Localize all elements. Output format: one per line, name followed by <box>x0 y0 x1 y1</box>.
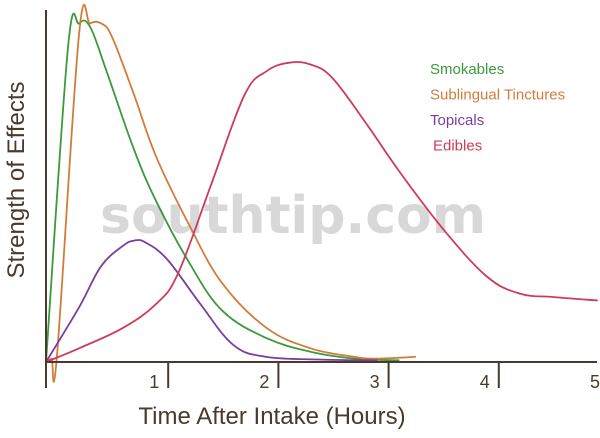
series-line-topicals <box>45 239 378 363</box>
legend-item-topicals: Topicals <box>430 112 484 129</box>
legend: Smokables Sublingual Tinctures Topicals Edi… <box>430 61 565 155</box>
series-layer <box>45 3 598 383</box>
legend-item-edibles: Edibles <box>433 138 482 155</box>
legend-item-smokables: Smokables <box>430 61 504 78</box>
series-line-sublingual-tinctures <box>45 3 417 383</box>
y-axis-label: Strength of Effects <box>3 81 30 278</box>
x-axis-label: Time After Intake (Hours) <box>138 403 405 430</box>
x-tick-label-3: 3 <box>370 372 380 392</box>
x-tick-label-5: 5 <box>590 372 600 392</box>
series-line-smokables <box>45 12 400 363</box>
x-tick-label-1: 1 <box>149 372 159 392</box>
axes-layer: 1 2 3 4 5 <box>45 10 600 392</box>
series-line-edibles <box>45 61 598 363</box>
legend-item-sublingual-tinctures: Sublingual Tinctures <box>430 87 565 104</box>
x-tick-label-2: 2 <box>259 372 269 392</box>
x-tick-label-4: 4 <box>480 372 490 392</box>
watermark: southtip.com <box>100 186 486 246</box>
